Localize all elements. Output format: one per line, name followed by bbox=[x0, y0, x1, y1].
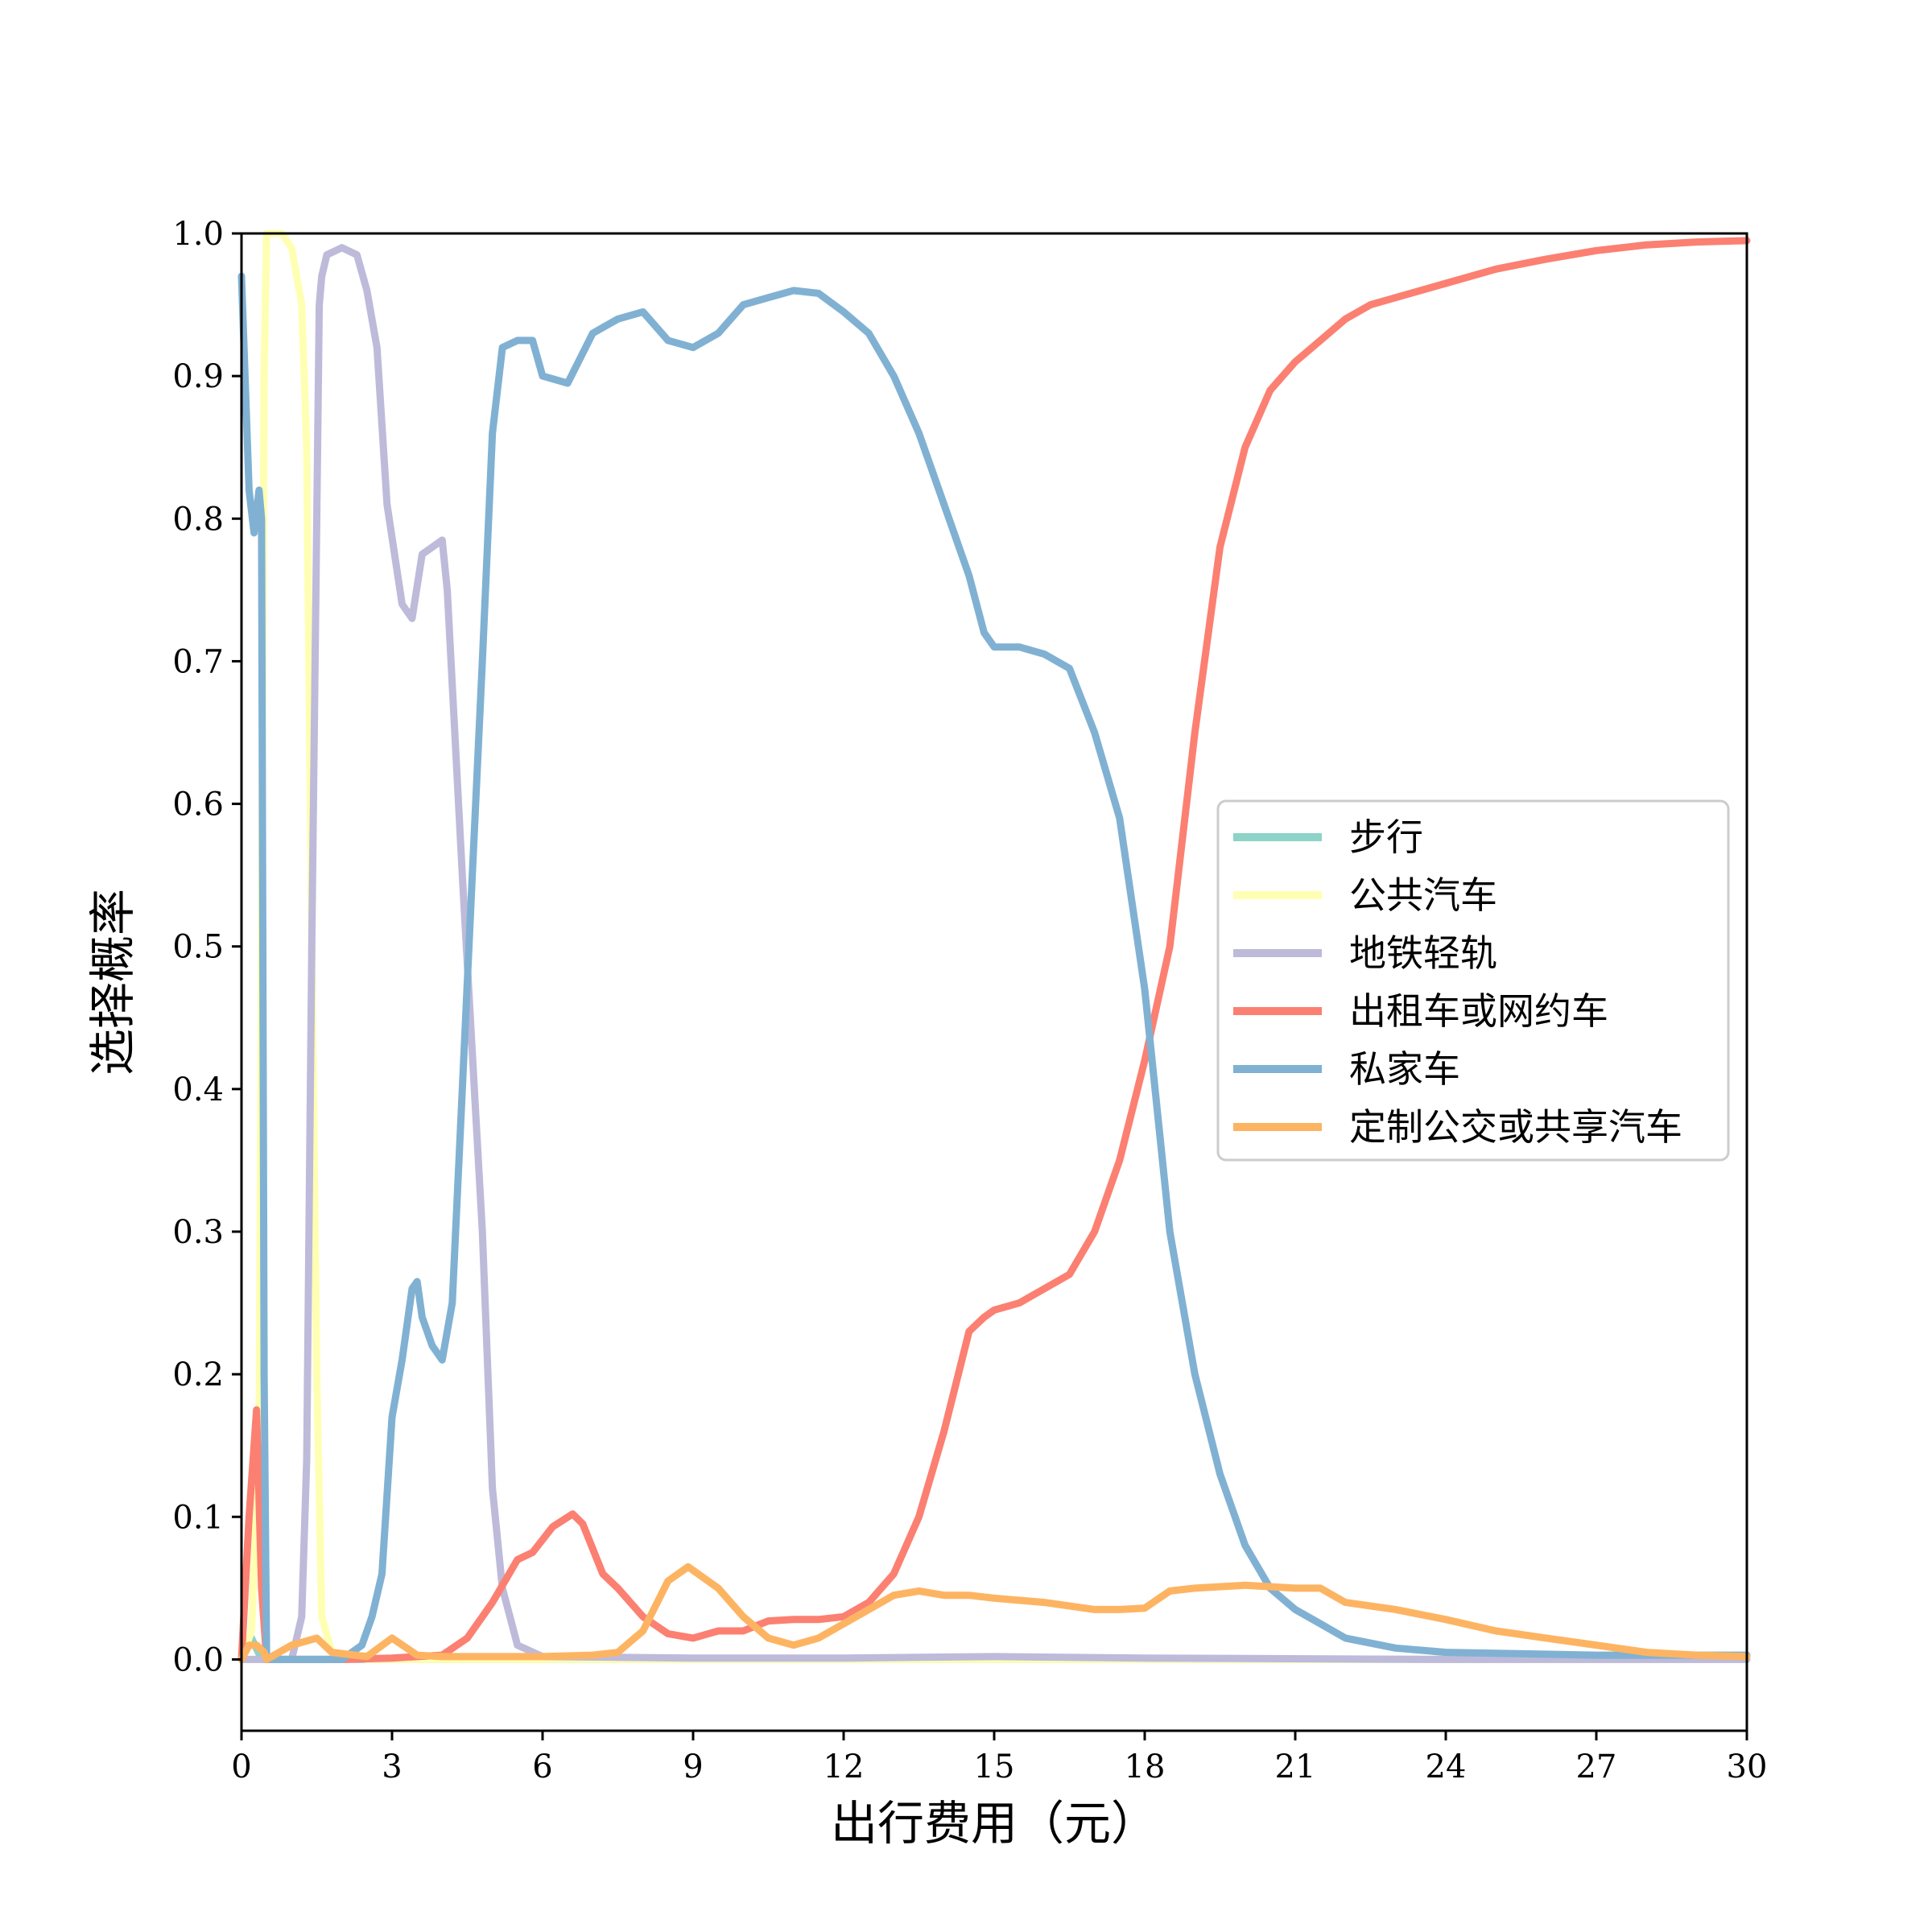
legend-label-3: 地铁轻轨 bbox=[1349, 931, 1497, 975]
y-tick-label: 0.5 bbox=[172, 929, 224, 966]
series-line-5 bbox=[237, 272, 1751, 1663]
series-line-4 bbox=[237, 237, 1751, 1663]
series-line-3 bbox=[237, 244, 1751, 1663]
x-tick-label: 30 bbox=[1727, 1748, 1768, 1785]
legend-label-1: 步行 bbox=[1349, 815, 1423, 859]
series-layer bbox=[237, 229, 1751, 1663]
y-tick-label: 0.6 bbox=[172, 786, 224, 824]
y-tick-label: 0.0 bbox=[172, 1641, 224, 1678]
x-tick-label: 6 bbox=[532, 1748, 552, 1785]
legend-label-5: 私家车 bbox=[1349, 1047, 1460, 1091]
x-tick-label: 15 bbox=[974, 1748, 1015, 1785]
y-tick-label: 0.9 bbox=[172, 358, 224, 395]
x-tick-label: 21 bbox=[1275, 1748, 1316, 1785]
x-tick-label: 12 bbox=[824, 1748, 865, 1785]
x-tick-label: 18 bbox=[1125, 1748, 1166, 1785]
x-axis-ticks: 0 3 6 9 12 15 18 21 24 27 30 bbox=[231, 1731, 1767, 1785]
series-line-6 bbox=[237, 1563, 1751, 1663]
y-tick-label: 0.7 bbox=[172, 643, 224, 680]
y-tick-label: 0.4 bbox=[172, 1071, 224, 1108]
legend-box bbox=[1216, 799, 1730, 1162]
x-tick-label: 3 bbox=[382, 1748, 402, 1785]
y-tick-label: 1.0 bbox=[172, 216, 224, 253]
y-tick-label: 0.3 bbox=[172, 1214, 224, 1251]
legend-label-2: 公共汽车 bbox=[1349, 873, 1497, 917]
y-tick-label: 0.2 bbox=[172, 1356, 224, 1393]
legend-label-4: 出租车或网约车 bbox=[1349, 989, 1608, 1033]
y-axis-title: 选择概率 bbox=[85, 889, 140, 1075]
legend-label-6: 定制公交或共享汽车 bbox=[1349, 1105, 1682, 1149]
x-tick-label: 27 bbox=[1576, 1748, 1617, 1785]
y-axis-ticks: 0.0 0.1 0.2 0.3 0.4 0.5 0.6 0.7 0.8 0.9 1.0 bbox=[172, 216, 242, 1678]
y-tick-label: 0.1 bbox=[172, 1499, 224, 1536]
x-tick-label: 24 bbox=[1426, 1748, 1467, 1785]
y-tick-label: 0.8 bbox=[172, 501, 224, 538]
x-tick-label: 9 bbox=[683, 1748, 703, 1785]
x-tick-label: 0 bbox=[231, 1748, 251, 1785]
x-axis-title: 出行费用（元） bbox=[831, 1796, 1158, 1851]
